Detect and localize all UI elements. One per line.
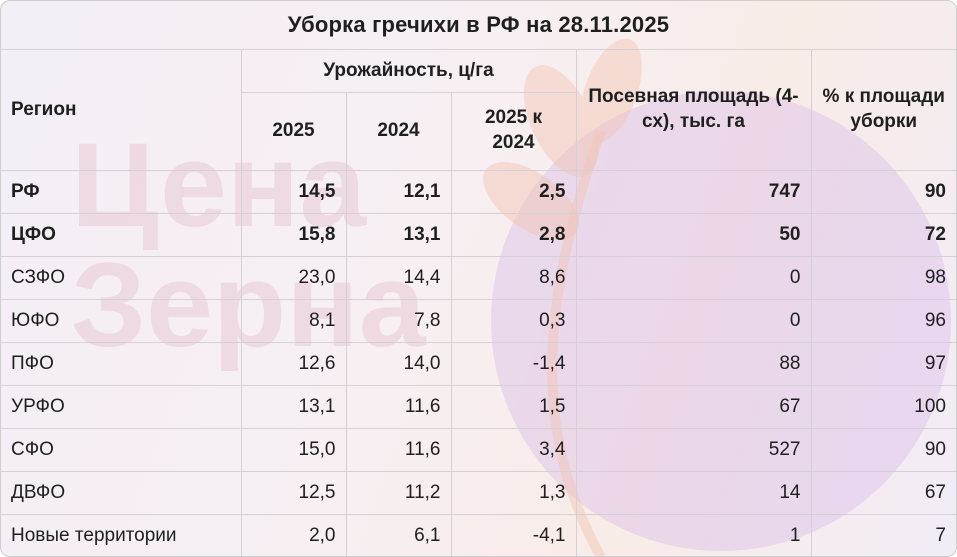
cell-sown-area: 0 <box>575 255 812 300</box>
header-region: Регион <box>1 50 242 171</box>
table-row: ЦФО 15,8 13,1 2,8 50 72 <box>1 212 956 257</box>
cell-yield-diff: 1,5 <box>450 384 577 429</box>
cell-yield-2024: 14,0 <box>345 341 452 386</box>
header-percent-harvested: % к площади уборки <box>810 50 956 171</box>
cell-region: РФ <box>1 170 242 214</box>
cell-yield-2024: 12,1 <box>345 170 452 214</box>
cell-percent: 90 <box>810 170 956 214</box>
header-yield-2025: 2025 <box>241 91 347 171</box>
cell-yield-2025: 14,5 <box>240 170 347 214</box>
cell-region: СЗФО <box>1 255 242 300</box>
header-yield-2024: 2024 <box>345 91 452 171</box>
cell-yield-2024: 11,6 <box>345 427 452 472</box>
cell-yield-2025: 23,0 <box>240 255 347 300</box>
cell-region: УРФО <box>1 384 242 429</box>
table-title: Уборка гречихи в РФ на 28.11.2025 <box>1 1 956 50</box>
header-sown-area: Посевная площадь (4-сх), тыс. га <box>575 50 812 171</box>
cell-yield-2025: 12,5 <box>240 470 347 515</box>
cell-region: ЮФО <box>1 298 242 343</box>
cell-yield-diff: 2,5 <box>450 170 577 214</box>
table-row: СФО 15,0 11,6 3,4 527 90 <box>1 427 956 472</box>
table-row: Новые территории 2,0 6,1 -4,1 1 7 <box>1 513 956 556</box>
harvest-table: Регион Урожайность, ц/га Посевная площад… <box>1 50 956 556</box>
cell-percent: 97 <box>810 341 956 386</box>
cell-sown-area: 747 <box>575 170 812 214</box>
cell-yield-2025: 12,6 <box>240 341 347 386</box>
cell-yield-2024: 6,1 <box>345 513 452 556</box>
cell-yield-diff: -4,1 <box>450 513 577 556</box>
table-row: ДВФО 12,5 11,2 1,3 14 67 <box>1 470 956 515</box>
cell-percent: 98 <box>810 255 956 300</box>
table-row: ПФО 12,6 14,0 -1,4 88 97 <box>1 341 956 386</box>
cell-yield-diff: 1,3 <box>450 470 577 515</box>
cell-yield-diff: 2,8 <box>450 212 577 257</box>
table-row: СЗФО 23,0 14,4 8,6 0 98 <box>1 255 956 300</box>
cell-percent: 7 <box>810 513 956 556</box>
cell-yield-diff: 8,6 <box>450 255 577 300</box>
cell-region: СФО <box>1 427 242 472</box>
cell-sown-area: 1 <box>575 513 812 556</box>
cell-yield-2025: 2,0 <box>240 513 347 556</box>
cell-percent: 90 <box>810 427 956 472</box>
table-row: УРФО 13,1 11,6 1,5 67 100 <box>1 384 956 429</box>
cell-yield-2025: 15,8 <box>240 212 347 257</box>
cell-sown-area: 14 <box>575 470 812 515</box>
cell-sown-area: 527 <box>575 427 812 472</box>
cell-yield-2024: 7,8 <box>345 298 452 343</box>
table-row: ЮФО 8,1 7,8 0,3 0 96 <box>1 298 956 343</box>
cell-yield-2024: 11,6 <box>345 384 452 429</box>
header-yield-diff: 2025 к 2024 <box>450 91 576 171</box>
cell-sown-area: 50 <box>575 212 812 257</box>
cell-yield-diff: 0,3 <box>450 298 577 343</box>
cell-region: ЦФО <box>1 212 242 257</box>
table-row: РФ 14,5 12,1 2,5 747 90 <box>1 170 956 214</box>
header-yield-group: Урожайность, ц/га <box>240 50 577 93</box>
cell-sown-area: 0 <box>575 298 812 343</box>
cell-yield-2024: 14,4 <box>345 255 452 300</box>
cell-yield-diff: -1,4 <box>450 341 577 386</box>
cell-percent: 72 <box>810 212 956 257</box>
cell-yield-2024: 11,2 <box>345 470 452 515</box>
cell-region: ПФО <box>1 341 242 386</box>
cell-percent: 67 <box>810 470 956 515</box>
cell-region: ДВФО <box>1 470 242 515</box>
cell-region: Новые территории <box>1 513 242 556</box>
cell-percent: 100 <box>810 384 956 429</box>
cell-yield-2025: 13,1 <box>240 384 347 429</box>
cell-sown-area: 88 <box>575 341 812 386</box>
cell-yield-diff: 3,4 <box>450 427 577 472</box>
cell-yield-2025: 15,0 <box>240 427 347 472</box>
cell-yield-2025: 8,1 <box>240 298 347 343</box>
cell-sown-area: 67 <box>575 384 812 429</box>
cell-percent: 96 <box>810 298 956 343</box>
cell-yield-2024: 13,1 <box>345 212 452 257</box>
